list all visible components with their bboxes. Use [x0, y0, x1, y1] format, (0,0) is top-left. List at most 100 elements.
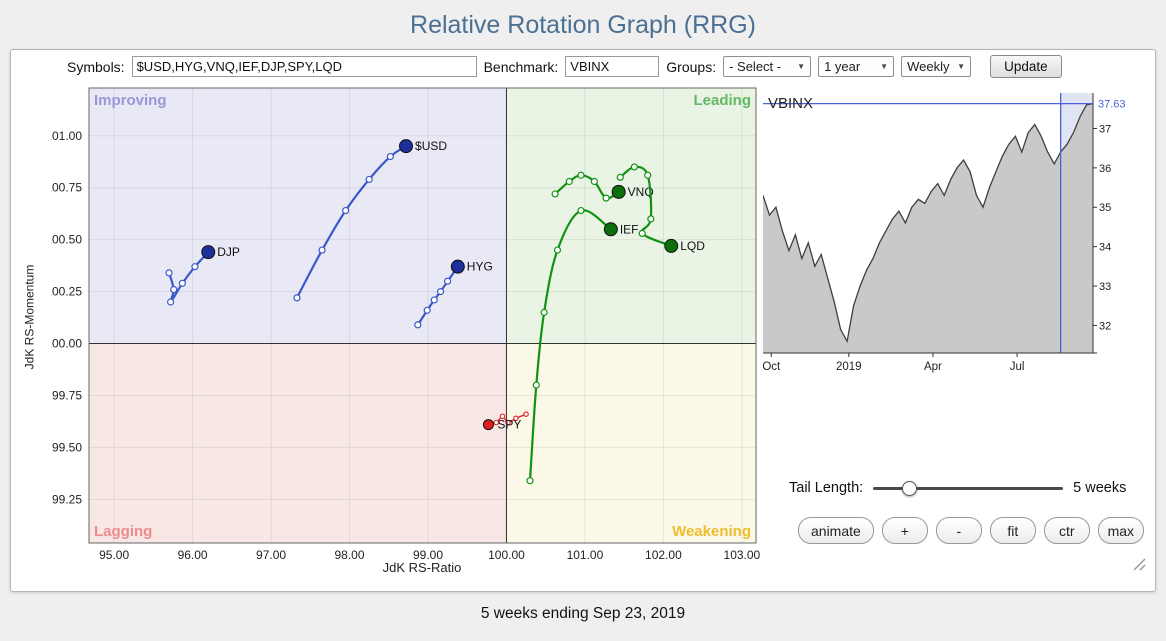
trail-point-HYG [444, 277, 452, 285]
benchmark-chart-title: VBINX [768, 95, 814, 112]
marker-LQD[interactable] [664, 238, 679, 253]
trail-point-DJP [191, 263, 199, 271]
mini-y-tick-label: 36 [1099, 163, 1111, 175]
mini-y-tick-label: 33 [1099, 281, 1111, 293]
symbols-label: Symbols: [67, 58, 125, 75]
marker-DJP[interactable] [201, 245, 216, 260]
trail-point-$USD [318, 246, 326, 254]
rrg-y-tick-label: 99.75 [52, 388, 82, 402]
symbol-label-$USD: $USD [415, 139, 447, 153]
trail-point-$USD [341, 206, 350, 215]
tail-length-value: 5 weeks [1073, 480, 1127, 496]
trail-point-LQD [647, 215, 655, 223]
mini-x-tick-label: Oct [763, 361, 781, 373]
max-button[interactable]: max [1097, 517, 1144, 544]
trail-point-DJP [167, 298, 175, 306]
symbols-input[interactable] [131, 56, 477, 77]
trail-point-IEF [540, 308, 548, 316]
trail-point-SPY [513, 415, 519, 422]
groups-select-value: - Select - [729, 59, 782, 74]
marker-HYG[interactable] [450, 259, 465, 274]
symbol-label-IEF: IEF [620, 222, 639, 236]
period-select-value: 1 year [824, 59, 861, 74]
zoom-in-button[interactable]: + [881, 517, 928, 544]
symbol-label-DJP: DJP [217, 245, 240, 259]
benchmark-input[interactable] [565, 56, 660, 77]
quadrant-lagging [89, 343, 507, 543]
rrg-x-tick-label: 95.00 [99, 548, 129, 562]
period-select[interactable]: 1 year ▼ [818, 56, 895, 77]
quadrant-label-leading: Leading [693, 92, 751, 109]
rrg-x-tick-label: 98.00 [335, 548, 365, 562]
tail-length-control: Tail Length: 5 weeks [789, 480, 1126, 496]
mini-y-tick-label: 32 [1099, 320, 1111, 332]
symbol-label-VNQ: VNQ [628, 185, 654, 199]
main-panel: Symbols: Benchmark: Groups: - Select - ▼… [10, 49, 1156, 592]
animate-button[interactable]: animate [798, 517, 874, 544]
quadrant-leading [506, 88, 756, 344]
groups-select[interactable]: - Select - ▼ [723, 56, 812, 77]
price-line [763, 102, 1094, 344]
trail-point-DJP [178, 279, 186, 287]
tail-length-label: Tail Length: [789, 480, 864, 496]
rrg-y-axis-title: JdK RS-Momentum [22, 264, 37, 370]
symbol-label-LQD: LQD [680, 239, 705, 253]
quadrant-label-lagging: Lagging [94, 523, 152, 540]
page-title: Relative Rotation Graph (RRG) [410, 11, 756, 39]
rrg-y-tick-label: 99.25 [52, 492, 82, 506]
quadrant-label-improving: Improving [94, 92, 167, 109]
fit-button[interactable]: fit [989, 517, 1036, 544]
symbol-label-HYG: HYG [467, 260, 493, 274]
quadrant-weakening [506, 343, 756, 543]
vbinx-chart: 32 33 34 35 36 37 37.63 Oct 2019 Apr Jul [763, 93, 1126, 373]
rrg-x-axis-title: JdK RS-Ratio [382, 560, 462, 575]
marker-$USD[interactable] [399, 139, 414, 154]
trail-point-IEF [553, 246, 562, 254]
trail-point-IEF [526, 477, 534, 485]
rrg-x-tick-label: 100.00 [488, 548, 525, 562]
trail-point-VNQ [577, 171, 585, 179]
tail-length-slider[interactable] [873, 480, 1064, 496]
benchmark-label: Benchmark: [483, 58, 559, 75]
footer-caption: 5 weeks ending Sep 23, 2019 [480, 605, 686, 622]
rrg-x-tick-label: 102.00 [645, 548, 682, 562]
update-button[interactable]: Update [990, 55, 1062, 78]
resize-handle[interactable] [1131, 556, 1146, 571]
trail-point-$USD [365, 175, 373, 184]
trail-point-SPY [505, 419, 511, 426]
mini-y-tick-label: 34 [1099, 242, 1111, 254]
quadrant-label-weakening: Weakening [672, 523, 751, 540]
rrg-x-tick-label: 103.00 [724, 548, 761, 562]
rrg-y-tick-label: 99.50 [52, 440, 82, 454]
marker-IEF[interactable] [603, 222, 618, 237]
marker-SPY[interactable] [482, 419, 494, 431]
rrg-chart[interactable]: 95.00 96.00 97.00 98.00 99.00 100.00 101.00 102… [51, 84, 766, 574]
groups-label: Groups: [666, 58, 717, 75]
chevron-down-icon: ▼ [880, 62, 889, 71]
mini-y-tick-label: 37 [1099, 123, 1111, 135]
trail-point-LQD [638, 229, 646, 238]
current-value-label: 37.63 [1098, 99, 1126, 111]
chevron-down-icon: ▼ [957, 62, 966, 71]
trail-point-VNQ [602, 194, 610, 202]
trail-point-DJP [165, 269, 173, 277]
rrg-y-tick-label: 100.00 [51, 337, 82, 351]
trail-point-VNQ [565, 177, 573, 186]
trail-point-SPY [523, 411, 529, 417]
toolbar: Symbols: Benchmark: Groups: - Select - ▼… [67, 55, 1062, 78]
frequency-select[interactable]: Weekly ▼ [901, 56, 972, 77]
rrg-x-tick-label: 96.00 [178, 548, 208, 562]
frequency-select-value: Weekly [907, 59, 950, 74]
center-button[interactable]: ctr [1043, 517, 1090, 544]
trail-point-IEF [532, 381, 540, 389]
rrg-x-tick-label: 99.00 [413, 548, 443, 562]
trail-point-HYG [423, 306, 431, 314]
zoom-out-button[interactable]: - [935, 517, 982, 544]
price-area [763, 103, 1093, 353]
mini-x-tick-label: 2019 [836, 361, 862, 373]
marker-VNQ[interactable] [611, 184, 626, 199]
trail-point-LQD [616, 173, 624, 181]
trail-point-LQD [644, 171, 652, 179]
symbol-label-SPY: SPY [497, 418, 521, 432]
mini-x-tick-label: Jul [1010, 361, 1025, 373]
